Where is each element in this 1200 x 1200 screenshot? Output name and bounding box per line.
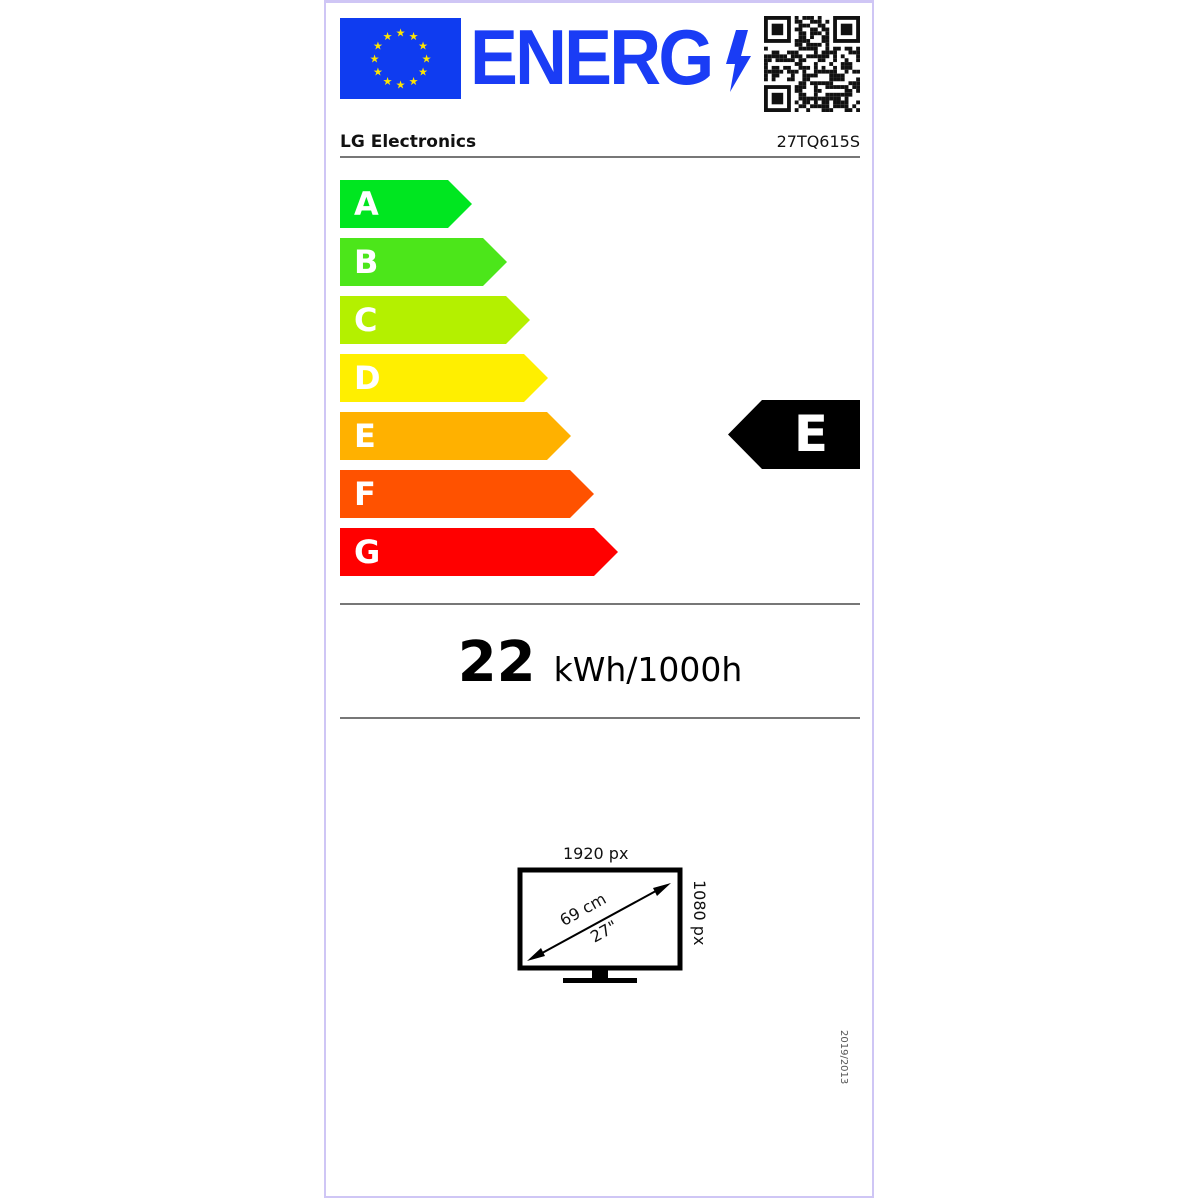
energy-label-border bbox=[324, 0, 874, 1198]
monitor-icon bbox=[517, 867, 683, 983]
model-id: 27TQ615S bbox=[776, 132, 860, 151]
svg-text:★: ★ bbox=[396, 79, 406, 92]
svg-text:★: ★ bbox=[409, 30, 419, 43]
energy-class-bar-g: G bbox=[340, 528, 618, 576]
energy-consumption: 22 kWh/1000h bbox=[0, 630, 1200, 695]
svg-text:★: ★ bbox=[373, 66, 383, 79]
svg-text:★: ★ bbox=[383, 75, 393, 88]
lightning-icon bbox=[726, 30, 751, 92]
energy-class-bar-f: F bbox=[340, 470, 594, 518]
header-divider bbox=[340, 156, 860, 158]
consumption-value: 22 bbox=[457, 630, 536, 695]
svg-text:★: ★ bbox=[418, 66, 428, 79]
svg-text:★: ★ bbox=[422, 53, 432, 66]
divider bbox=[340, 603, 860, 605]
svg-text:★: ★ bbox=[396, 27, 406, 40]
energy-class-bar-a: A bbox=[340, 180, 472, 228]
consumption-unit: kWh/1000h bbox=[553, 650, 743, 689]
svg-text:★: ★ bbox=[409, 75, 419, 88]
regulation-number: 2019/2013 bbox=[838, 1030, 849, 1085]
energy-class-bar-c: C bbox=[340, 296, 530, 344]
svg-text:★: ★ bbox=[383, 30, 393, 43]
svg-text:★: ★ bbox=[370, 53, 380, 66]
screen-width-px: 1920 px bbox=[563, 844, 629, 863]
svg-text:★: ★ bbox=[418, 40, 428, 53]
screen-height-px: 1080 px bbox=[690, 880, 709, 946]
divider bbox=[340, 717, 860, 719]
energy-logo-text: ENERG bbox=[470, 13, 714, 101]
energy-class-bar-e: E bbox=[340, 412, 571, 460]
eu-flag-icon: ★ ★ ★ ★ ★ ★ ★ ★ ★ ★ ★ ★ bbox=[340, 18, 461, 99]
supplier-name: LG Electronics bbox=[340, 132, 477, 152]
svg-text:★: ★ bbox=[373, 40, 383, 53]
qr-code-icon[interactable] bbox=[764, 16, 860, 112]
energy-class-bar-d: D bbox=[340, 354, 548, 402]
energy-class-bar-b: B bbox=[340, 238, 507, 286]
